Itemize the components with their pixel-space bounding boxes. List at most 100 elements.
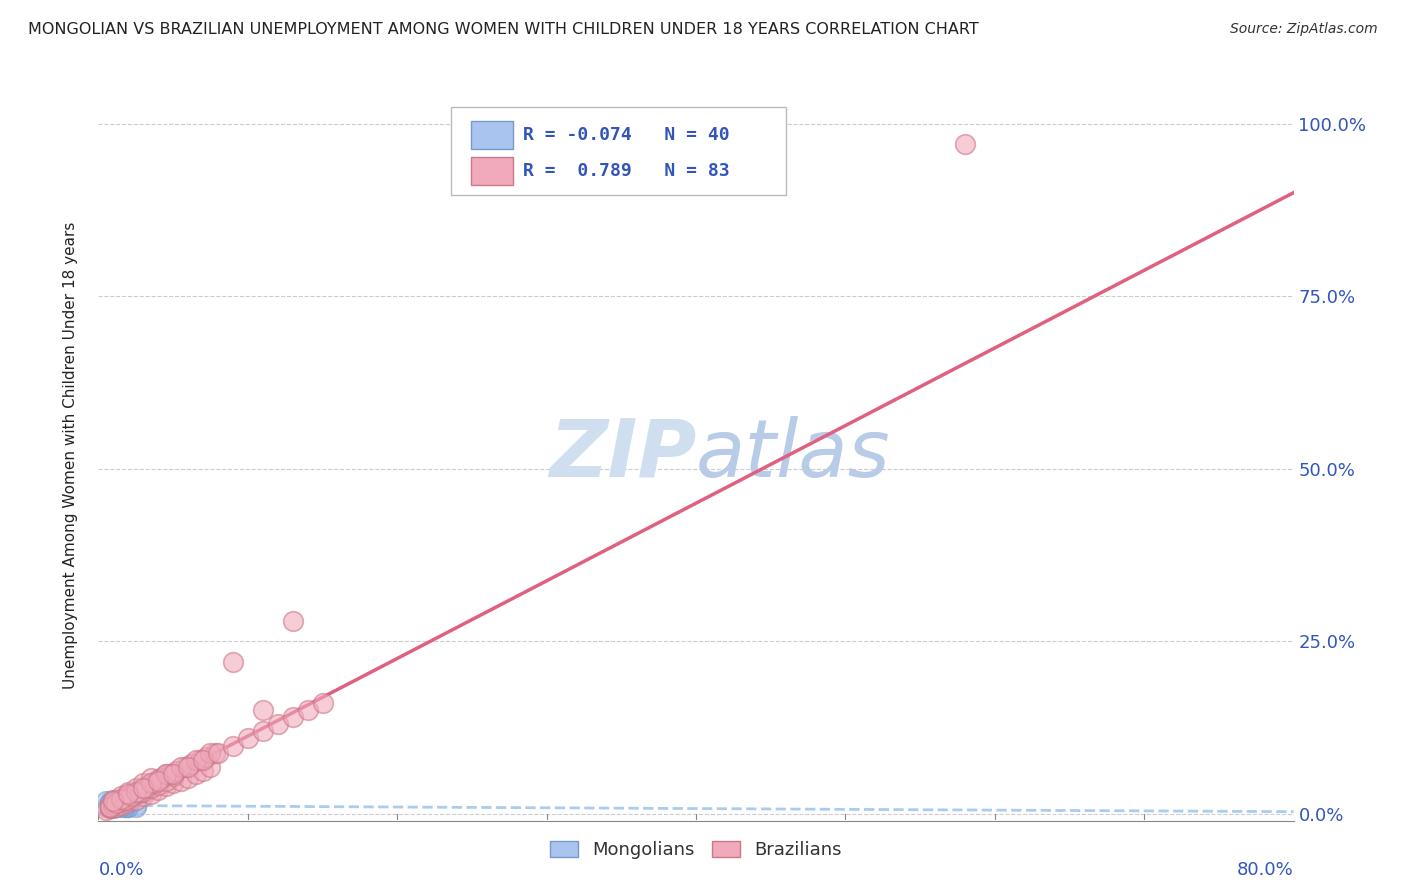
Point xyxy=(114,800,136,814)
Point xyxy=(148,778,170,792)
Point xyxy=(148,773,170,788)
Point xyxy=(195,750,218,764)
FancyBboxPatch shape xyxy=(471,157,513,185)
Point xyxy=(162,769,184,783)
Text: 0.0%: 0.0% xyxy=(98,861,143,879)
Point xyxy=(252,703,274,717)
Point xyxy=(159,766,181,780)
Legend: Mongolians, Brazilians: Mongolians, Brazilians xyxy=(543,834,849,866)
Point xyxy=(114,797,136,811)
Point xyxy=(184,753,207,767)
Point xyxy=(100,794,122,808)
Point xyxy=(103,794,125,808)
Point xyxy=(100,797,122,811)
Point xyxy=(94,803,117,817)
Point xyxy=(281,614,304,628)
Point xyxy=(143,775,166,789)
Point xyxy=(110,789,132,804)
Point xyxy=(188,753,211,767)
Point xyxy=(125,793,148,807)
Point xyxy=(132,785,155,799)
Point xyxy=(169,773,191,788)
Point xyxy=(155,766,177,780)
Point xyxy=(114,798,136,813)
Point xyxy=(200,760,222,774)
Point xyxy=(117,791,139,805)
Point xyxy=(114,793,136,807)
Point xyxy=(155,779,177,793)
Point xyxy=(222,739,245,753)
Point xyxy=(110,798,132,813)
Point xyxy=(114,798,136,813)
Point xyxy=(110,794,132,808)
FancyBboxPatch shape xyxy=(471,121,513,149)
Text: ZIP: ZIP xyxy=(548,416,696,494)
Point xyxy=(103,798,125,813)
Text: Source: ZipAtlas.com: Source: ZipAtlas.com xyxy=(1230,22,1378,37)
Point xyxy=(105,797,128,811)
Point xyxy=(139,775,162,789)
Point xyxy=(117,794,139,808)
Point xyxy=(103,797,125,811)
Point xyxy=(94,794,117,808)
Point xyxy=(174,760,197,774)
Point xyxy=(155,773,177,788)
Point xyxy=(103,797,125,811)
Text: 80.0%: 80.0% xyxy=(1237,861,1294,879)
Point xyxy=(100,797,122,811)
Point xyxy=(105,797,128,811)
Point xyxy=(222,655,245,669)
Point xyxy=(114,800,136,814)
Point xyxy=(110,797,132,811)
Point xyxy=(114,794,136,808)
Point xyxy=(117,797,139,811)
Point xyxy=(297,703,319,717)
Point xyxy=(100,801,122,815)
Point xyxy=(139,780,162,795)
Point xyxy=(184,766,207,780)
Point xyxy=(105,800,128,814)
Point xyxy=(105,797,128,811)
Point xyxy=(105,793,128,807)
Point xyxy=(103,800,125,814)
Point xyxy=(162,766,184,780)
Point xyxy=(103,793,125,807)
Point xyxy=(191,753,214,767)
Point xyxy=(207,746,229,760)
Point xyxy=(281,710,304,724)
Point xyxy=(155,766,177,780)
Point xyxy=(105,800,128,814)
Point xyxy=(100,797,122,811)
Point xyxy=(132,775,155,789)
Text: R =  0.789   N = 83: R = 0.789 N = 83 xyxy=(523,162,730,180)
Point xyxy=(103,798,125,813)
Point xyxy=(135,780,157,795)
Point xyxy=(110,791,132,805)
Point xyxy=(125,786,148,800)
Point xyxy=(110,798,132,813)
Point xyxy=(100,800,122,814)
Point xyxy=(132,780,155,795)
FancyBboxPatch shape xyxy=(451,108,786,195)
Point xyxy=(117,785,139,799)
Point xyxy=(953,137,976,152)
Point xyxy=(132,789,155,804)
Point xyxy=(311,696,333,710)
Point xyxy=(191,764,214,778)
Text: R = -0.074   N = 40: R = -0.074 N = 40 xyxy=(523,127,730,145)
Point xyxy=(117,800,139,814)
Point xyxy=(204,746,226,760)
Point xyxy=(120,797,142,811)
Point xyxy=(103,801,125,815)
Point xyxy=(110,797,132,811)
Point xyxy=(252,723,274,738)
Point xyxy=(148,772,170,787)
Point xyxy=(139,775,162,789)
Point xyxy=(100,801,122,815)
Point xyxy=(125,788,148,802)
Point xyxy=(117,800,139,814)
Point xyxy=(162,775,184,789)
Point xyxy=(129,785,152,799)
Point xyxy=(139,771,162,785)
Point xyxy=(103,798,125,813)
